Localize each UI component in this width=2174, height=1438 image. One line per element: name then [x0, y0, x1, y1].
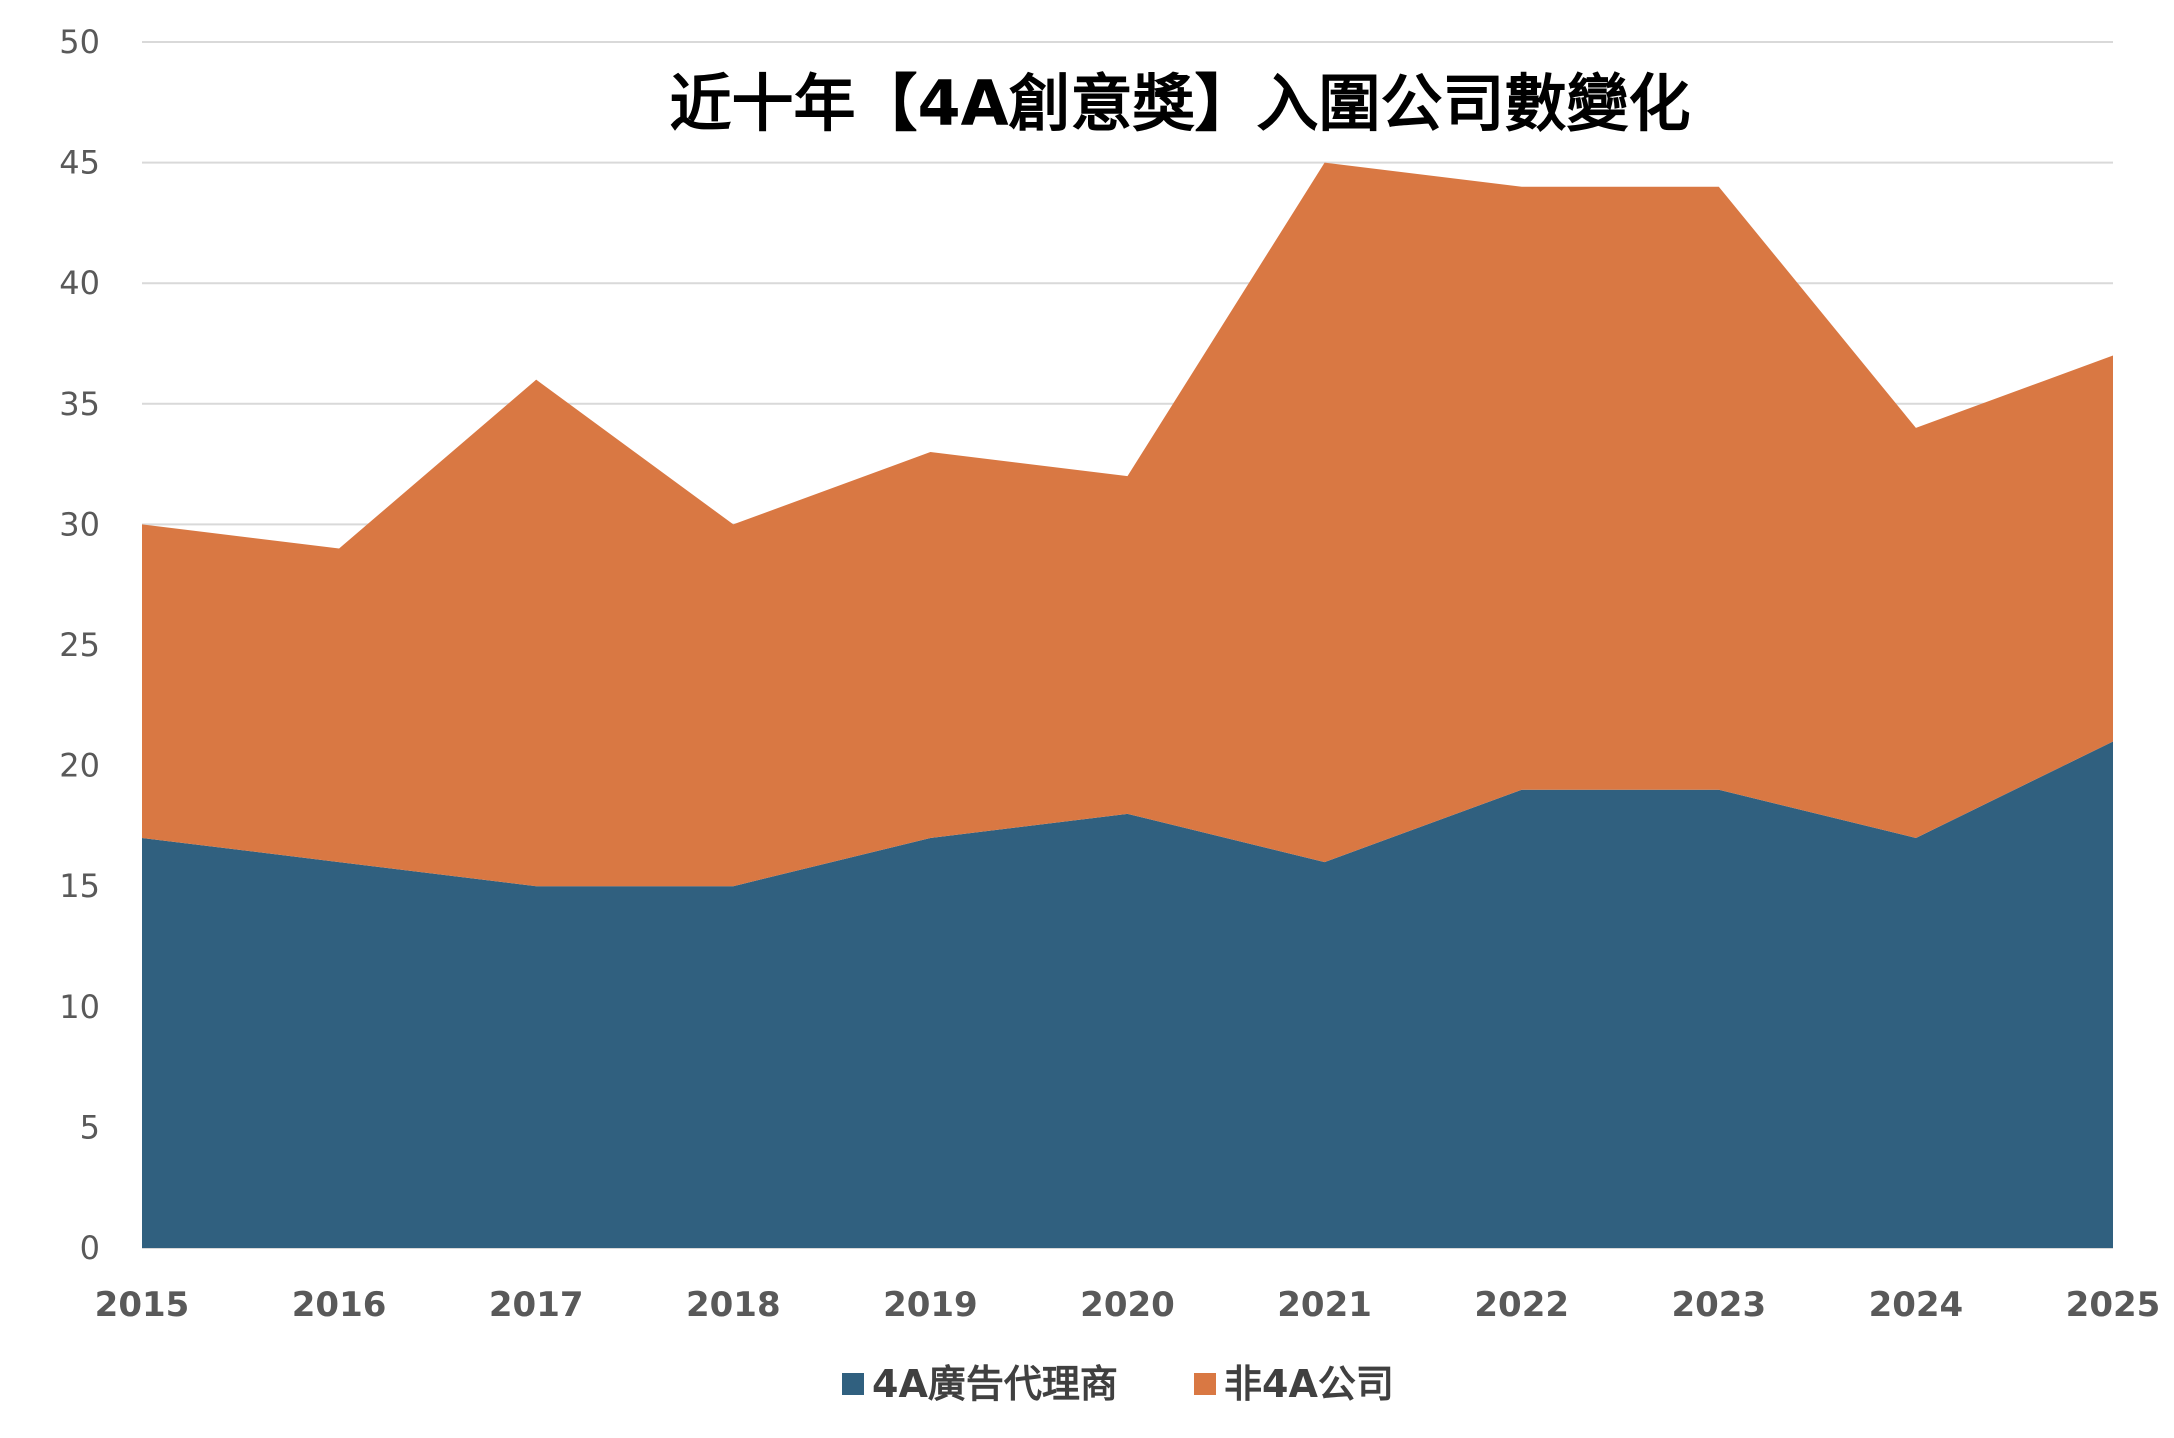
y-tick-label: 35 — [59, 385, 100, 423]
x-tick-label: 2022 — [1474, 1285, 1569, 1325]
y-tick-label: 15 — [59, 867, 100, 905]
x-axis: 2015 2016 2017 2018 2019 2020 2021 2022 2023 2024… — [95, 1285, 2161, 1325]
x-tick-label: 2020 — [1080, 1285, 1175, 1325]
y-tick-label: 0 — [80, 1229, 100, 1267]
y-axis: 0 5 10 15 20 25 30 35 40 45 50 — [59, 23, 100, 1267]
x-tick-label: 2019 — [883, 1285, 978, 1325]
legend-swatch-2 — [1194, 1373, 1216, 1395]
x-tick-label: 2023 — [1671, 1285, 1766, 1325]
x-tick-label: 2025 — [2066, 1285, 2161, 1325]
y-tick-label: 50 — [59, 23, 100, 61]
x-tick-label: 2015 — [95, 1285, 190, 1325]
area-series-2 — [142, 162, 2113, 887]
legend-label-1: 4A廣告代理商 — [872, 1362, 1118, 1406]
y-tick-label: 25 — [59, 626, 100, 664]
x-tick-label: 2018 — [686, 1285, 781, 1325]
legend-label-2: 非4A公司 — [1224, 1362, 1394, 1406]
y-tick-label: 10 — [59, 988, 100, 1026]
x-tick-label: 2017 — [489, 1285, 584, 1325]
legend-swatch-1 — [842, 1373, 864, 1395]
y-tick-label: 5 — [80, 1108, 100, 1146]
y-tick-label: 20 — [59, 747, 100, 785]
x-tick-label: 2016 — [292, 1285, 387, 1325]
chart-title: 近十年【4A創意獎】入圍公司數變化 — [669, 67, 1690, 140]
legend: 4A廣告代理商 非4A公司 — [842, 1362, 1394, 1406]
y-tick-label: 45 — [59, 144, 100, 182]
x-tick-label: 2024 — [1869, 1285, 1964, 1325]
x-tick-label: 2021 — [1277, 1285, 1372, 1325]
area-series-1 — [142, 741, 2113, 1248]
area-series-layer — [142, 162, 2113, 1248]
y-tick-label: 40 — [59, 264, 100, 302]
y-tick-label: 30 — [59, 505, 100, 543]
